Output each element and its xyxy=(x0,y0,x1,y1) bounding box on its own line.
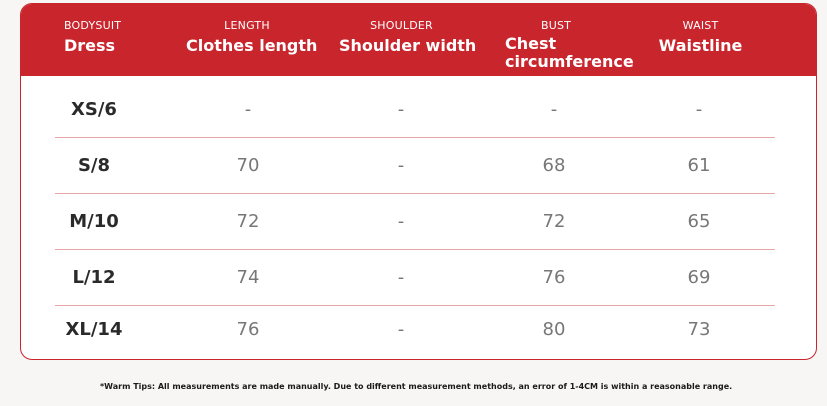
size-cell: L/12 xyxy=(72,267,116,288)
header-label-waistline: Waistline xyxy=(658,36,743,55)
header-cell-length: LENGTH Clothes length xyxy=(186,4,318,76)
bust-cell: 68 xyxy=(542,155,566,176)
shoulder-cell: - xyxy=(397,99,405,120)
size-cell: XL/14 xyxy=(65,319,123,340)
waist-cell: 73 xyxy=(687,319,711,340)
length-cell: 74 xyxy=(236,267,260,288)
bust-cell: 72 xyxy=(542,211,566,232)
waist-cell: 69 xyxy=(687,267,711,288)
bust-cell: - xyxy=(550,99,558,120)
bust-cell: 80 xyxy=(542,319,566,340)
table-row: S/8 70 - 68 61 xyxy=(55,138,775,194)
shoulder-cell: - xyxy=(397,155,405,176)
length-cell: 76 xyxy=(236,319,260,340)
header-label-dress: Dress xyxy=(64,36,116,55)
size-cell: S/8 xyxy=(77,155,111,176)
header-cell-shoulder: SHOULDER Shoulder width xyxy=(339,4,477,76)
header-label-chest-circumference: Chest circumference xyxy=(505,34,634,71)
size-cell: XS/6 xyxy=(71,99,117,120)
shoulder-cell: - xyxy=(397,211,405,232)
header-caption-shoulder: SHOULDER xyxy=(370,19,433,32)
shoulder-cell: - xyxy=(397,319,405,340)
size-chart-card: BODYSUIT Dress LENGTH Clothes length SHO… xyxy=(20,3,817,360)
header-caption-bust: BUST xyxy=(541,19,572,32)
table-row: XS/6 - - - - xyxy=(55,82,775,138)
header-cell-waist: WAIST Waistline xyxy=(653,4,748,76)
table-row: XL/14 76 - 80 73 xyxy=(55,302,775,358)
header-cell-dress: BODYSUIT Dress xyxy=(64,4,184,76)
table-header: BODYSUIT Dress LENGTH Clothes length SHO… xyxy=(21,4,816,76)
header-caption-waist: WAIST xyxy=(682,19,719,32)
header-cell-bust: BUST Chest circumference xyxy=(505,4,634,76)
waist-cell: 65 xyxy=(687,211,711,232)
waist-cell: - xyxy=(695,99,703,120)
length-cell: - xyxy=(244,99,252,120)
warm-tips-note: *Warm Tips: All measurements are made ma… xyxy=(100,382,733,391)
size-cell: M/10 xyxy=(69,211,119,232)
bust-cell: 76 xyxy=(542,267,566,288)
waist-cell: 61 xyxy=(687,155,711,176)
header-label-clothes-length: Clothes length xyxy=(186,36,318,55)
table-row: L/12 74 - 76 69 xyxy=(55,250,775,306)
length-cell: 72 xyxy=(236,211,260,232)
table-row: M/10 72 - 72 65 xyxy=(55,194,775,250)
shoulder-cell: - xyxy=(397,267,405,288)
header-caption-length: LENGTH xyxy=(224,19,270,32)
header-caption-bodysuit: BODYSUIT xyxy=(64,19,122,32)
length-cell: 70 xyxy=(236,155,260,176)
header-label-shoulder-width: Shoulder width xyxy=(339,36,477,55)
